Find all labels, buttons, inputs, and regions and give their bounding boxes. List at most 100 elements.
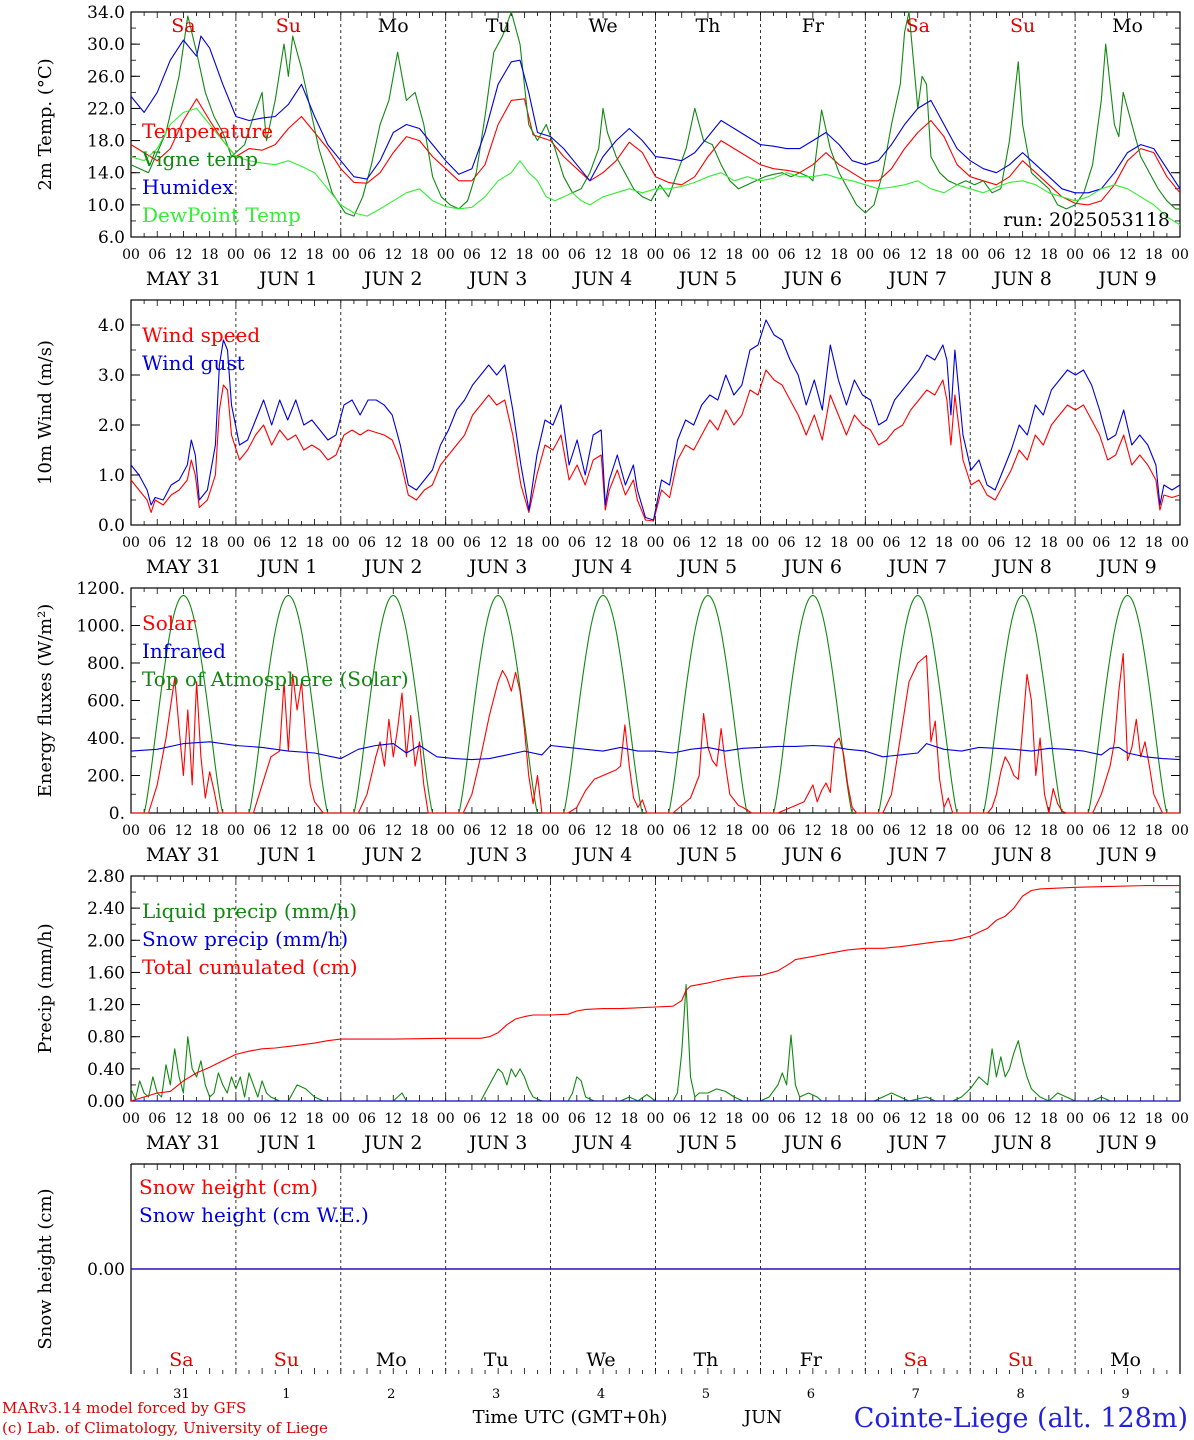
series-line-dewpoint-temp: [130, 107, 1181, 226]
x-day-label: JUN 1: [257, 844, 317, 866]
bottom-day-number: 4: [597, 1387, 605, 1402]
footer-station: Cointe-Liege (alt. 128m): [854, 1403, 1188, 1434]
weekday-label: Tu: [486, 15, 511, 37]
x-hour-tick-label: 00: [751, 535, 769, 551]
x-hour-tick-label: 12: [175, 1111, 193, 1127]
x-hour-tick-label: 06: [463, 1111, 481, 1127]
y-tick-label: 2.80: [87, 867, 125, 887]
x-hour-tick-label: 12: [909, 247, 927, 263]
weekday-label: Su: [1010, 15, 1035, 37]
x-hour-tick-label: 12: [384, 823, 402, 839]
panel-2: 0.0 1.0 2.0 3.0 4.0 10m Wind (m/s) Wind speed W…: [35, 299, 1189, 578]
series-line-liquid-precip-mm-h-: [130, 983, 1180, 1102]
weekday-label: Sa: [904, 1349, 928, 1371]
x-day-label: JUN 9: [1096, 844, 1156, 866]
panel-4: 0.00 0.40 0.80 1.20 1.60 2.00 2.40 2.80 Precip (…: [35, 867, 1189, 1154]
x-hour-tick-label: 18: [620, 1111, 638, 1127]
legend-entry: Vigne temp: [141, 147, 258, 171]
y-tick-label: 2.40: [87, 899, 125, 919]
x-hour-tick-label: 12: [804, 823, 822, 839]
x-day-label: JUN 1: [257, 556, 317, 578]
x-hour-tick-label: 18: [725, 1111, 743, 1127]
run-label: run: 2025053118: [1003, 209, 1170, 231]
x-day-label: JUN 1: [257, 1132, 317, 1154]
x-hour-tick-label: 00: [1171, 1111, 1189, 1127]
x-hour-tick-label: 12: [489, 247, 507, 263]
x-hour-tick-label: 06: [673, 1111, 691, 1127]
x-hour-tick-label: 12: [804, 1111, 822, 1127]
x-hour-tick-label: 00: [856, 535, 874, 551]
x-day-label: JUN 7: [887, 268, 947, 290]
bottom-day-number: 6: [807, 1387, 815, 1402]
x-day-label: MAY 31: [146, 556, 221, 578]
x-hour-tick-label: 18: [411, 247, 429, 263]
x-hour-tick-label: 12: [489, 1111, 507, 1127]
series-line-solar: [131, 653, 1180, 814]
x-hour-tick-label: 18: [935, 1111, 953, 1127]
weekday-label: Sa: [906, 15, 930, 37]
x-hour-tick-label: 12: [804, 535, 822, 551]
x-hour-tick-label: 06: [883, 535, 901, 551]
legend-entry: Temperature: [142, 119, 273, 143]
x-hour-tick-label: 06: [358, 823, 376, 839]
y-tick-label: 30.0: [87, 35, 125, 55]
y-tick-label: 1000.: [76, 617, 125, 637]
x-hour-tick-label: 06: [1092, 247, 1110, 263]
x-hour-tick-label: 00: [1066, 823, 1084, 839]
y-tick-label: 6.0: [98, 228, 125, 248]
x-day-label: JUN 5: [677, 1132, 737, 1154]
x-hour-tick-label: 12: [1014, 1111, 1032, 1127]
weekday-label: Mo: [376, 1349, 407, 1371]
x-day-label: JUN 2: [362, 268, 422, 290]
x-day-label: JUN 4: [572, 268, 632, 290]
bottom-day-number: 5: [702, 1387, 710, 1402]
weekday-label: Su: [1008, 1349, 1033, 1371]
bottom-day-number: 31: [173, 1387, 190, 1402]
weekday-label: Fr: [802, 15, 825, 37]
x-hour-tick-label: 12: [594, 1111, 612, 1127]
legend-entry: Infrared: [142, 639, 226, 663]
weekday-label: Mo: [1110, 1349, 1141, 1371]
plot-frame: [130, 587, 1181, 814]
weekday-label: Sa: [171, 15, 195, 37]
x-day-label: JUN 5: [677, 268, 737, 290]
x-hour-tick-label: 12: [384, 535, 402, 551]
x-day-label: JUN 3: [467, 1132, 527, 1154]
x-hour-tick-label: 18: [725, 535, 743, 551]
x-hour-tick-label: 06: [148, 247, 166, 263]
x-hour-tick-label: 18: [201, 1111, 219, 1127]
x-hour-tick-label: 00: [1171, 535, 1189, 551]
x-hour-tick-label: 00: [332, 535, 350, 551]
x-hour-tick-label: 00: [437, 1111, 455, 1127]
x-hour-tick-label: 06: [463, 535, 481, 551]
x-hour-tick-label: 00: [856, 1111, 874, 1127]
x-hour-tick-label: 00: [332, 247, 350, 263]
y-tick-label: 18.0: [87, 132, 125, 152]
x-hour-tick-label: 12: [699, 1111, 717, 1127]
x-hour-tick-label: 00: [961, 535, 979, 551]
x-hour-tick-label: 18: [1145, 535, 1163, 551]
x-hour-tick-label: 18: [1040, 823, 1058, 839]
panel-5: 0.00 Snow height (cm) Snow height (cm) Snow…: [35, 1163, 1181, 1374]
y-axis-label: Energy fluxes (W/m²): [35, 604, 56, 798]
x-hour-tick-label: 18: [1040, 1111, 1058, 1127]
x-hour-tick-label: 00: [122, 1111, 140, 1127]
x-hour-tick-label: 06: [988, 535, 1006, 551]
x-hour-tick-label: 18: [515, 1111, 533, 1127]
x-hour-tick-label: 00: [227, 1111, 245, 1127]
y-tick-label: 10.0: [87, 196, 125, 216]
x-hour-tick-label: 12: [175, 535, 193, 551]
x-hour-tick-label: 00: [961, 247, 979, 263]
bottom-day-number: 2: [387, 1387, 395, 1402]
y-tick-label: 1.60: [87, 963, 125, 983]
x-day-label: JUN 9: [1096, 556, 1156, 578]
y-tick-label: 800.: [87, 654, 125, 674]
x-hour-tick-label: 12: [804, 247, 822, 263]
x-hour-tick-label: 06: [358, 535, 376, 551]
x-day-label: JUN 4: [572, 1132, 632, 1154]
x-hour-tick-label: 12: [489, 823, 507, 839]
x-day-label: JUN 9: [1096, 268, 1156, 290]
x-hour-tick-label: 12: [1014, 247, 1032, 263]
x-hour-tick-label: 00: [647, 535, 665, 551]
x-hour-tick-label: 18: [830, 823, 848, 839]
